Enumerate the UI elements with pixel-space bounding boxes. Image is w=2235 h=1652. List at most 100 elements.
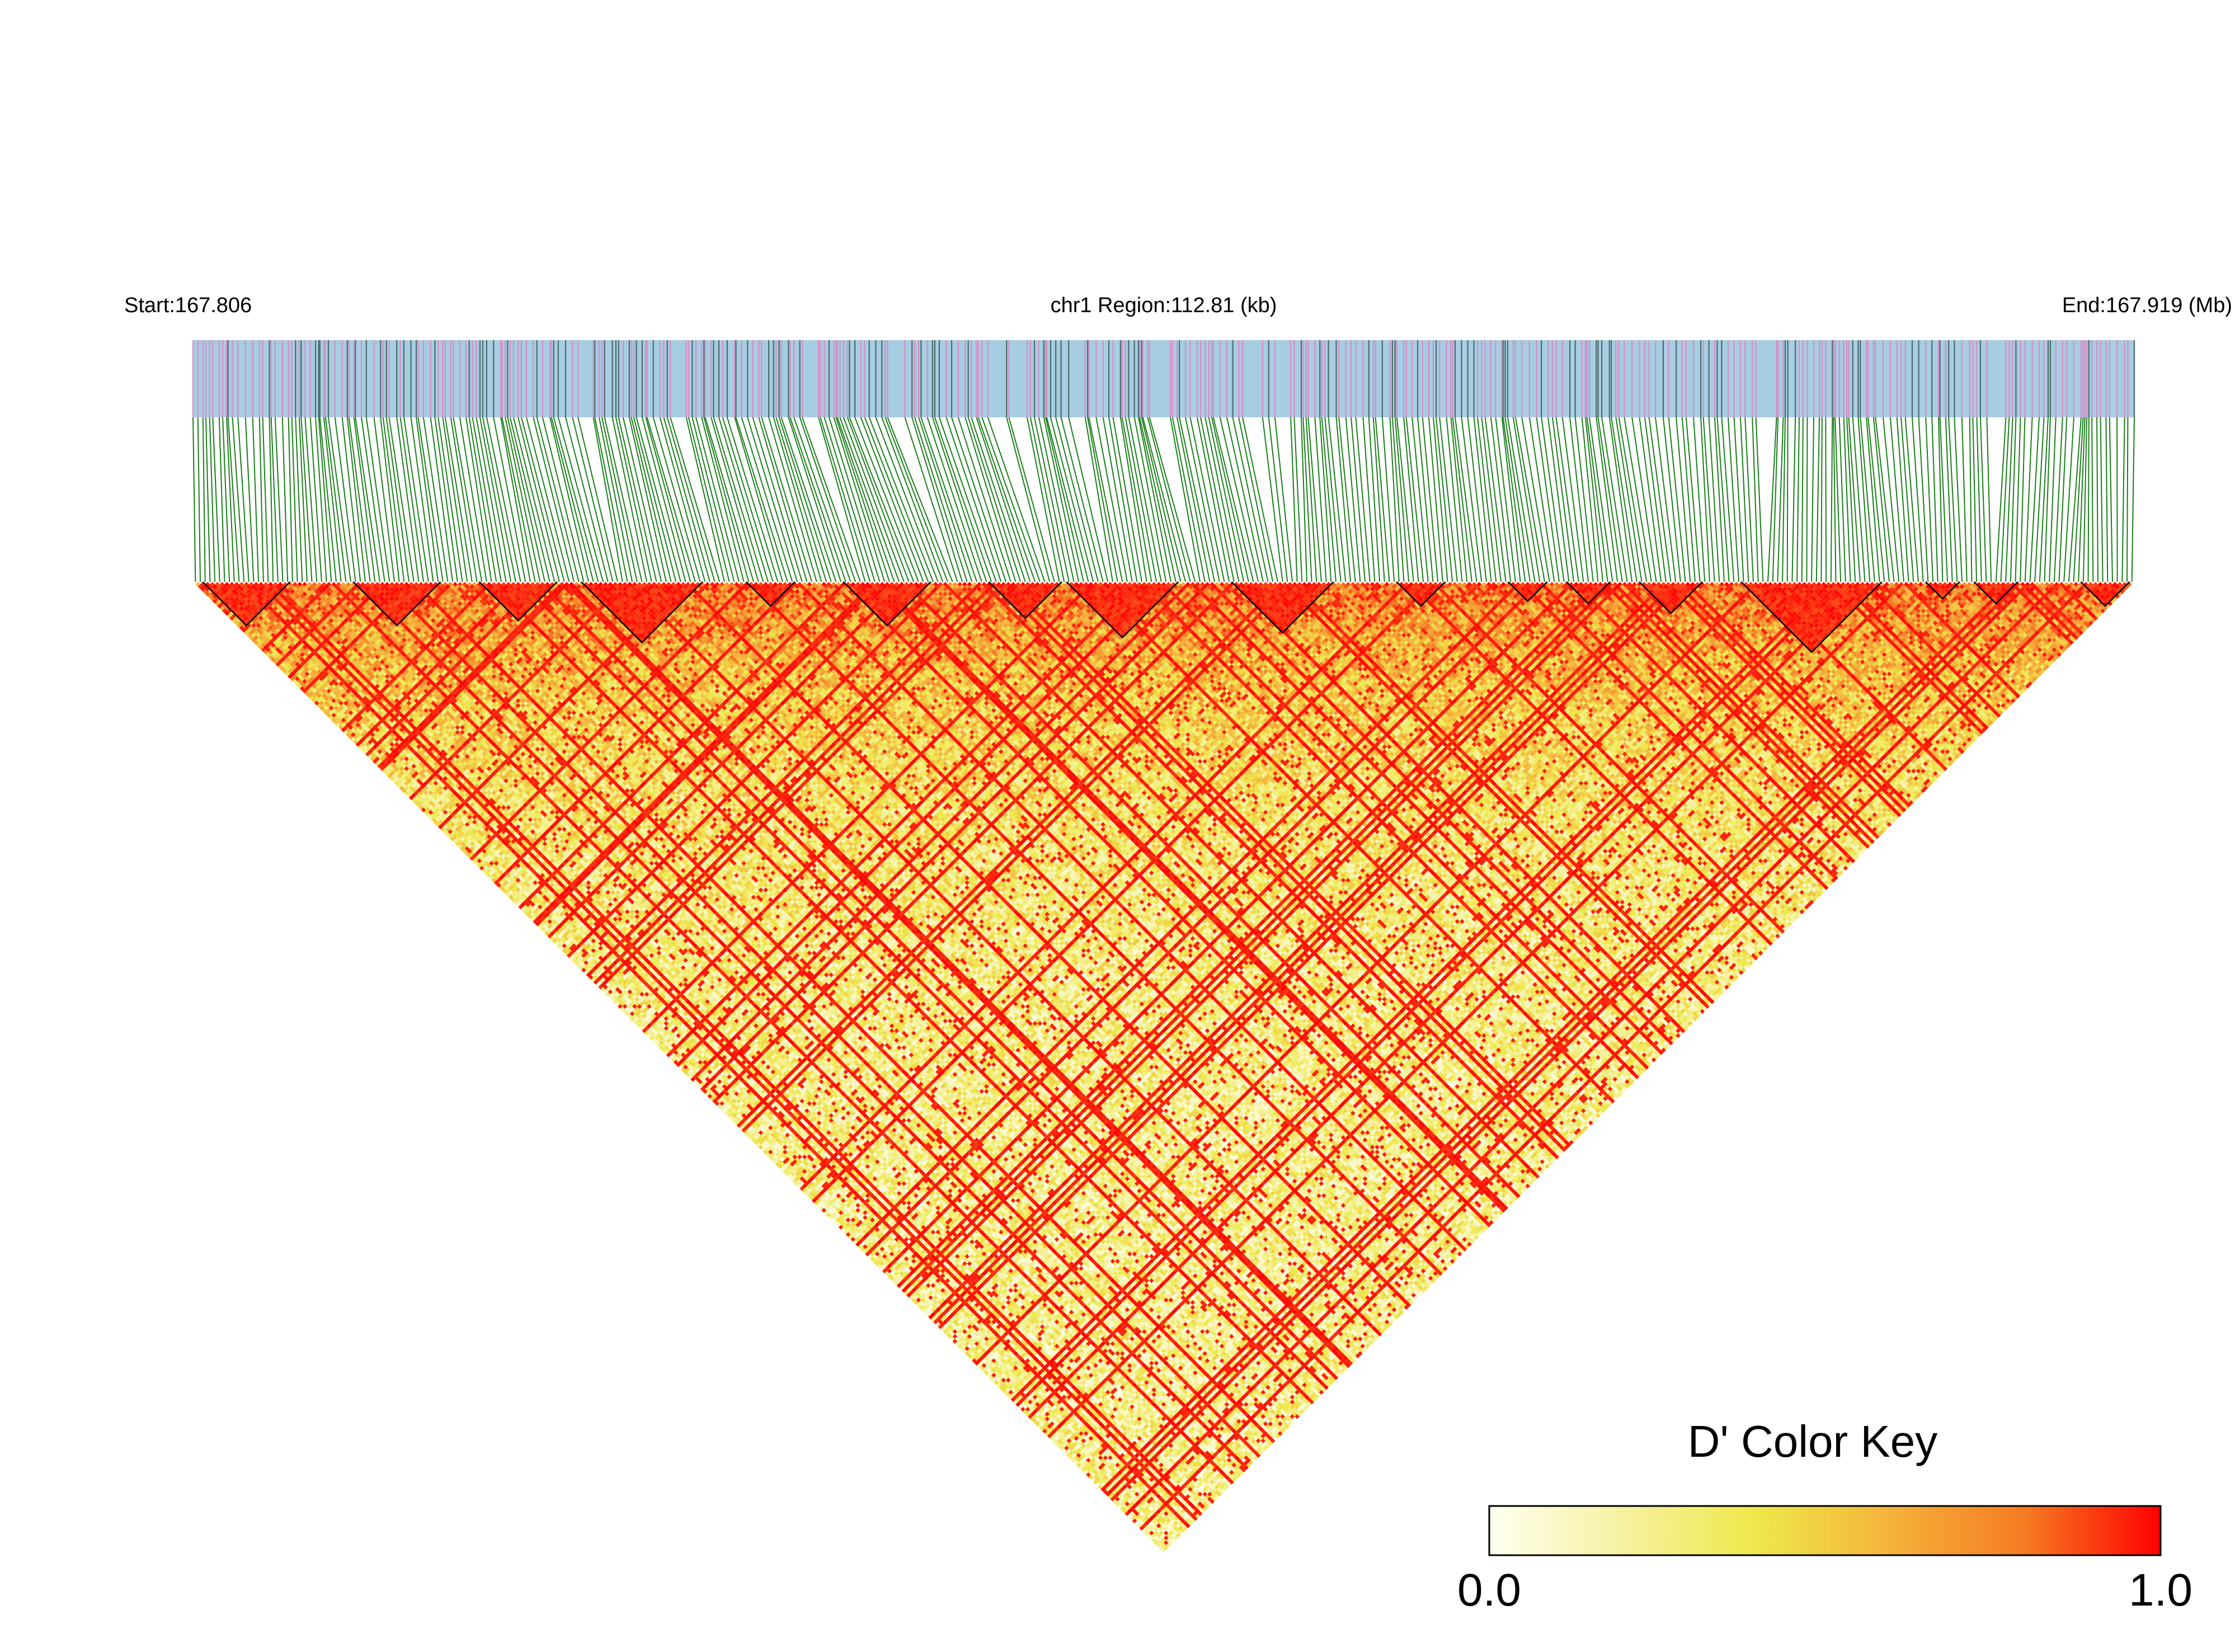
- snp-connector: [550, 417, 589, 582]
- snp-connector: [713, 417, 763, 582]
- snp-connector: [2117, 417, 2118, 582]
- snp-connector: [1709, 417, 1720, 582]
- snp-connector: [1598, 417, 1622, 582]
- snp-connector: [1585, 417, 1603, 582]
- snp-connector: [1973, 417, 1977, 582]
- snp-connector: [289, 417, 293, 582]
- snp-connector: [2122, 417, 2124, 582]
- snp-connector: [1932, 417, 1937, 582]
- snp-connector: [374, 417, 394, 582]
- snp-connector: [642, 417, 686, 582]
- snp-connector: [623, 417, 661, 582]
- snp-connector: [1645, 417, 1666, 582]
- snp-connector: [1147, 417, 1190, 582]
- snp-connector: [2035, 417, 2044, 582]
- snp-connector: [2049, 417, 2056, 582]
- snp-connector: [476, 417, 506, 582]
- snp-connector: [1745, 417, 1753, 582]
- snp-connector: [558, 417, 603, 582]
- snp-connector: [310, 417, 322, 582]
- snp-connector: [919, 417, 972, 582]
- snp-connector: [253, 417, 258, 582]
- snp-connector: [829, 417, 880, 582]
- snp-connector: [1831, 417, 1833, 582]
- snp-connector: [1239, 417, 1273, 582]
- snp-connector: [1495, 417, 1516, 582]
- snp-connector: [1436, 417, 1452, 582]
- snp-connector: [1811, 417, 1814, 582]
- snp-connector: [1291, 417, 1297, 582]
- snp-connector: [1996, 417, 2006, 582]
- snp-connector: [232, 417, 244, 582]
- snp-connector: [206, 417, 210, 582]
- snp-connector: [1363, 417, 1375, 582]
- snp-connector: [855, 417, 919, 582]
- snp-connector: [198, 417, 200, 582]
- snp-connector: [2106, 417, 2107, 582]
- snp-connector: [1787, 417, 1788, 582]
- snp-connector: [554, 417, 599, 582]
- snp-connector: [1589, 417, 1612, 582]
- snp-connector: [1802, 417, 1803, 582]
- snp-connector: [2097, 417, 2098, 582]
- snp-connector: [2088, 417, 2089, 582]
- snp-connector: [921, 417, 977, 582]
- snp-connector: [473, 417, 501, 582]
- snp-connector: [283, 417, 288, 582]
- snp-connector: [2110, 417, 2112, 582]
- snp-connector: [1806, 417, 1807, 582]
- snp-connector: [825, 417, 875, 582]
- snp-connector: [2045, 417, 2050, 582]
- snp-connector: [599, 417, 632, 582]
- snp-connector: [1508, 417, 1535, 582]
- snp-connector: [2015, 417, 2020, 582]
- snp-connector: [1987, 417, 1991, 582]
- snp-connector: [328, 417, 351, 582]
- snp-connector: [939, 417, 996, 582]
- snp-connector: [869, 417, 933, 582]
- snp-connector: [837, 417, 895, 582]
- snp-connector: [493, 417, 525, 582]
- snp-connector: [1453, 417, 1472, 582]
- snp-connector: [275, 417, 283, 582]
- snp-connector: [1821, 417, 1822, 582]
- snp-connector: [1970, 417, 1972, 582]
- snp-connector: [616, 417, 652, 582]
- snp-connector: [876, 417, 938, 582]
- snp-connector: [1085, 417, 1113, 582]
- snp-connector: [1481, 417, 1501, 582]
- snp-connector: [1294, 417, 1302, 582]
- snp-connector: [646, 417, 690, 582]
- snp-connector: [1556, 417, 1579, 582]
- snp-connector: [978, 417, 1035, 582]
- snp-connector: [1138, 417, 1171, 582]
- snp-connector: [1530, 417, 1554, 582]
- region-label: chr1 Region:112.81 (kb): [1051, 294, 1277, 317]
- snp-connector: [2020, 417, 2025, 582]
- snp-connector: [613, 417, 647, 582]
- snp-connector: [1962, 417, 1967, 582]
- snp-connector: [2127, 417, 2128, 582]
- snp-connector: [1382, 417, 1394, 582]
- snp-connector: [1797, 417, 1799, 582]
- snp-connector: [1503, 417, 1526, 582]
- snp-connector: [2092, 417, 2093, 582]
- snp-connector: [2101, 417, 2103, 582]
- snp-connector: [1693, 417, 1705, 582]
- snp-connector: [2040, 417, 2048, 582]
- snp-position-track: [193, 340, 2134, 417]
- snp-connector: [203, 417, 205, 582]
- snp-connector: [1315, 417, 1326, 582]
- snp-connector: [347, 417, 365, 582]
- snp-connector: [480, 417, 511, 582]
- snp-connector: [861, 417, 924, 582]
- snp-connector: [1792, 417, 1795, 582]
- snp-connector: [1817, 417, 1819, 582]
- snp-connector: [1143, 417, 1185, 582]
- snp-connector: [260, 417, 264, 582]
- snp-connector: [605, 417, 642, 582]
- snp-connector: [840, 417, 899, 582]
- snp-connector: [1051, 417, 1093, 582]
- snp-connector: [1039, 417, 1074, 582]
